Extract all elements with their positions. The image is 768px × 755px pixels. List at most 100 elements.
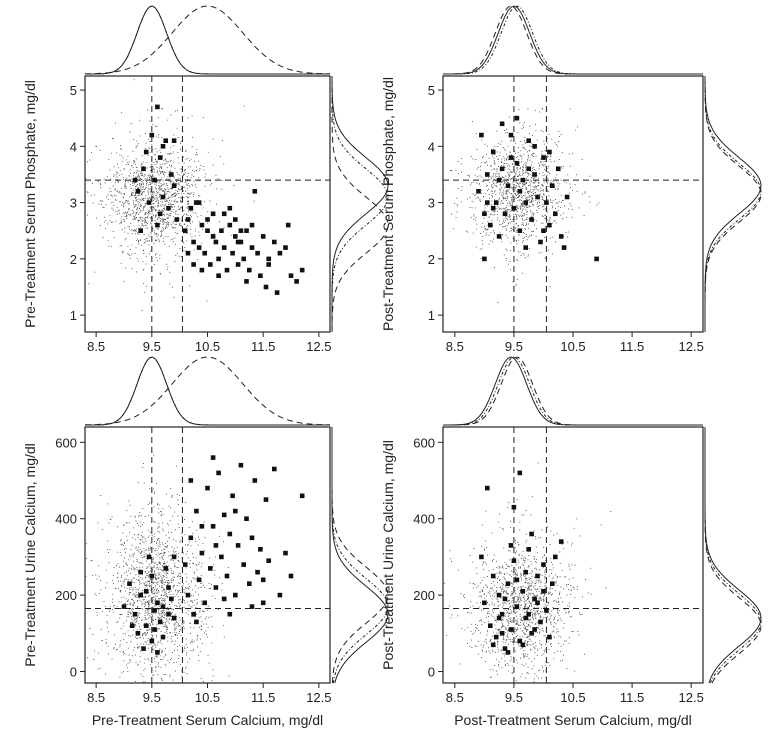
cloud-point bbox=[149, 546, 151, 548]
cloud-point bbox=[552, 181, 554, 183]
cloud-point bbox=[157, 228, 159, 230]
cloud-point bbox=[133, 608, 134, 610]
cloud-point bbox=[154, 657, 155, 659]
cloud-point bbox=[87, 192, 89, 194]
cloud-point bbox=[153, 644, 155, 646]
cloud-point bbox=[184, 219, 186, 220]
cloud-point bbox=[163, 551, 165, 553]
cloud-point bbox=[149, 176, 151, 178]
cloud-point bbox=[125, 216, 127, 217]
cloud-point bbox=[166, 618, 167, 620]
cloud-point bbox=[152, 569, 154, 570]
cloud-point bbox=[144, 214, 146, 216]
cloud-point bbox=[516, 218, 518, 220]
cloud-point bbox=[161, 234, 163, 236]
cloud-point bbox=[507, 630, 509, 632]
cloud-point bbox=[178, 560, 180, 562]
cloud-point bbox=[541, 183, 543, 185]
cloud-point bbox=[116, 551, 118, 553]
cloud-point bbox=[180, 188, 182, 190]
cloud-point bbox=[94, 650, 95, 652]
cloud-point bbox=[145, 540, 147, 542]
cloud-point bbox=[181, 192, 183, 194]
cloud-point bbox=[510, 140, 511, 142]
cloud-point bbox=[190, 214, 191, 216]
cloud-point bbox=[153, 562, 155, 564]
cloud-point bbox=[531, 668, 533, 670]
cloud-point bbox=[524, 142, 526, 144]
cloud-point bbox=[148, 571, 149, 573]
cloud-point bbox=[131, 616, 133, 618]
cloud-point bbox=[515, 601, 517, 603]
cloud-point bbox=[128, 591, 130, 593]
cloud-point bbox=[476, 149, 478, 150]
cloud-point bbox=[569, 616, 571, 618]
cloud-point bbox=[163, 579, 165, 581]
cloud-point bbox=[159, 195, 161, 197]
cloud-point bbox=[152, 151, 154, 153]
cloud-point bbox=[155, 670, 156, 672]
cloud-point bbox=[567, 174, 569, 176]
cloud-point bbox=[199, 562, 200, 564]
cloud-point bbox=[187, 202, 189, 204]
cloud-point bbox=[157, 180, 158, 182]
cloud-point bbox=[505, 132, 507, 134]
cloud-point bbox=[527, 193, 529, 194]
cloud-point bbox=[526, 239, 528, 241]
cloud-point bbox=[576, 174, 578, 176]
cloud-point bbox=[512, 219, 514, 220]
cloud-point bbox=[97, 668, 99, 670]
cloud-point bbox=[192, 212, 194, 214]
cloud-point bbox=[183, 173, 184, 175]
cloud-point bbox=[164, 563, 166, 564]
cloud-point bbox=[196, 602, 198, 604]
cloud-point bbox=[520, 175, 522, 177]
cloud-point bbox=[526, 539, 528, 541]
cloud-point bbox=[450, 558, 452, 560]
cloud-point bbox=[111, 207, 113, 209]
cloud-point bbox=[100, 495, 102, 496]
cloud-point bbox=[500, 186, 502, 188]
cloud-point bbox=[520, 566, 521, 568]
cloud-point bbox=[128, 609, 130, 611]
cloud-point bbox=[153, 593, 155, 595]
cloud-point bbox=[161, 580, 163, 581]
cloud-point bbox=[138, 597, 140, 599]
cloud-point bbox=[149, 570, 151, 572]
cloud-point bbox=[572, 542, 574, 544]
cloud-point bbox=[176, 465, 177, 467]
cloud-point bbox=[529, 150, 531, 152]
cloud-point bbox=[159, 540, 160, 542]
cloud-point bbox=[189, 233, 191, 235]
cloud-point bbox=[192, 185, 194, 187]
cloud-point bbox=[147, 217, 149, 219]
cloud-point bbox=[522, 144, 524, 146]
cloud-point bbox=[147, 213, 148, 215]
cloud-point bbox=[123, 545, 124, 546]
cloud-point bbox=[166, 633, 168, 634]
cloud-point bbox=[539, 569, 540, 571]
marked-point bbox=[283, 550, 288, 556]
cloud-point bbox=[152, 228, 153, 230]
cloud-point bbox=[194, 616, 196, 618]
x-tick-label: 9.5 bbox=[143, 339, 161, 354]
cloud-point bbox=[520, 200, 522, 201]
cloud-point bbox=[168, 618, 170, 620]
cloud-point bbox=[216, 188, 218, 190]
cloud-point bbox=[168, 171, 170, 173]
cloud-point bbox=[529, 588, 531, 590]
cloud-point bbox=[131, 268, 133, 270]
marked-point bbox=[227, 222, 233, 228]
cloud-point bbox=[493, 160, 495, 162]
cloud-point bbox=[536, 210, 538, 211]
cloud-point bbox=[146, 602, 148, 603]
cloud-point bbox=[519, 167, 521, 169]
cloud-point bbox=[139, 655, 141, 657]
cloud-point bbox=[168, 221, 170, 223]
cloud-point bbox=[539, 669, 541, 671]
cloud-point bbox=[168, 180, 170, 182]
cloud-point bbox=[510, 601, 512, 603]
cloud-point bbox=[136, 166, 138, 168]
cloud-point bbox=[150, 191, 152, 193]
cloud-point bbox=[211, 642, 213, 644]
